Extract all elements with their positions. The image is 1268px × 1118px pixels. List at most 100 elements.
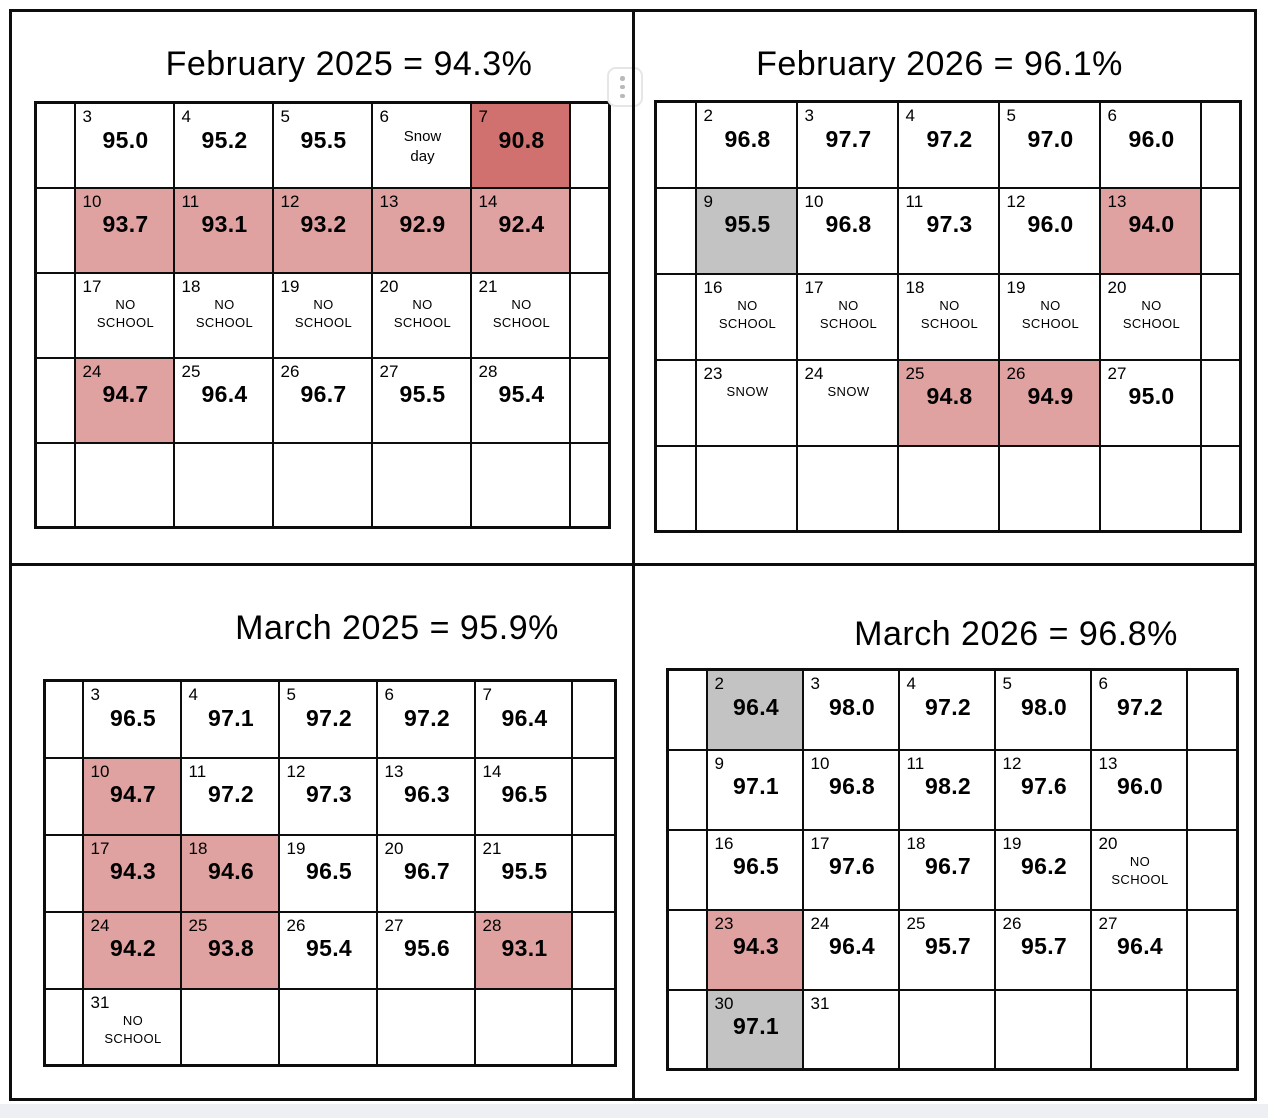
calendar-week-row: 23 94.3 24 96.4 25 95.7 26 95.7 27 96.4 <box>666 908 1239 991</box>
day-number: 17 <box>804 277 824 297</box>
attendance-value: 96.8 <box>829 773 875 800</box>
calendar-cell: 28 95.4 <box>469 356 571 444</box>
attendance-value: 93.2 <box>300 211 347 238</box>
calendar-week-row: 3 95.0 4 95.2 5 95.5 6 Snow day 7 90.8 <box>34 101 611 189</box>
calendar-week-row: 17 NO SCHOOL 18 NO SCHOOL 19 NO SCHOOL 20 NO SCHOOL… <box>34 271 611 359</box>
attendance-value: 96.5 <box>501 781 548 808</box>
calendar-cell: 12 93.2 <box>271 186 373 274</box>
calendar-cell: 31 <box>801 988 900 1071</box>
calendar-week-row: 16 NO SCHOOL 17 NO SCHOOL 18 NO SCHOOL 19 NO SCHOOL… <box>654 272 1242 361</box>
calendar-cell: 2 96.4 <box>705 668 804 751</box>
day-number: 17 <box>90 838 110 858</box>
calendar-cell: 3 97.7 <box>795 100 899 189</box>
calendar-cell: 27 95.5 <box>370 356 472 444</box>
calendar-week-row <box>34 441 611 529</box>
day-number: 18 <box>905 277 925 297</box>
day-number: 26 <box>1006 363 1026 383</box>
calendar-week-row: 30 97.1 31 <box>666 988 1239 1071</box>
day-number: 25 <box>906 913 926 933</box>
day-number: 10 <box>804 191 824 211</box>
calendar-cell: 4 95.2 <box>172 101 274 189</box>
day-number: 3 <box>90 685 100 704</box>
attendance-value: 95.7 <box>1021 933 1067 960</box>
calendar-week-row: 31 NO SCHOOL <box>43 987 617 1067</box>
calendar-week-row: 9 97.1 10 96.8 11 98.2 12 97.6 13 96.0 <box>666 748 1239 831</box>
day-number: 18 <box>906 833 926 853</box>
attendance-value: 94.0 <box>1128 211 1175 238</box>
cell-note: NO SCHOOL <box>1021 298 1080 331</box>
day-number: 12 <box>1002 753 1022 773</box>
attendance-value: 97.2 <box>925 693 971 720</box>
attendance-value: 97.3 <box>306 781 352 808</box>
attendance-value: 97.3 <box>926 211 973 238</box>
day-number: 26 <box>286 915 306 935</box>
calendar-cell <box>568 186 611 274</box>
calendar-cell <box>1199 186 1242 275</box>
drag-handle-dots-icon <box>620 76 625 98</box>
day-number: 7 <box>482 685 492 704</box>
cell-note: NO SCHOOL <box>1111 854 1169 887</box>
calendar-cell <box>1089 988 1188 1071</box>
calendar-cell <box>654 186 697 275</box>
calendar-cell: 5 98.0 <box>993 668 1092 751</box>
attendance-value: 96.4 <box>201 381 248 408</box>
day-number: 11 <box>906 753 925 773</box>
day-number: 16 <box>703 277 723 297</box>
attendance-value: 96.4 <box>733 693 779 720</box>
cell-note: NO SCHOOL <box>104 1013 162 1046</box>
day-number: 7 <box>478 107 488 126</box>
calendar-table-feb-2025: 3 95.0 4 95.2 5 95.5 6 Snow day 7 90.8 10 93.7 11 93.1… <box>34 101 611 529</box>
calendar-cell: 4 97.2 <box>896 100 1000 189</box>
calendar-cell: 24 94.7 <box>73 356 175 444</box>
day-number: 27 <box>1107 363 1127 383</box>
calendar-cell: 9 95.5 <box>694 186 798 275</box>
day-number: 18 <box>188 838 208 858</box>
calendar-cell: 10 96.8 <box>801 748 900 831</box>
attendance-value: 95.4 <box>498 381 545 408</box>
attendance-value: 96.7 <box>925 853 971 880</box>
calendar-cell: 24 94.2 <box>81 910 182 990</box>
calendar-cell <box>1185 908 1239 991</box>
calendar-cell <box>568 271 611 359</box>
calendar-cell <box>34 271 76 359</box>
attendance-value: 95.7 <box>925 933 971 960</box>
day-number: 4 <box>905 106 915 125</box>
calendar-cell: 19 96.2 <box>993 828 1092 911</box>
calendar-cell <box>1185 668 1239 751</box>
calendar-cell <box>666 908 708 991</box>
calendar-cell: 13 92.9 <box>370 186 472 274</box>
attendance-value: 93.1 <box>201 211 248 238</box>
day-number: 27 <box>1098 913 1118 933</box>
day-number: 5 <box>286 685 296 704</box>
calendar-cell: 13 96.0 <box>1089 748 1188 831</box>
day-number: 3 <box>82 107 92 126</box>
attendance-value: 98.0 <box>829 693 875 720</box>
calendar-cell: 27 95.0 <box>1098 358 1202 447</box>
calendar-table-mar-2025: 3 96.5 4 97.1 5 97.2 6 97.2 7 96.4 10 94.7 11 97.2 12 9… <box>43 679 617 1067</box>
day-number: 6 <box>379 107 389 126</box>
attendance-value: 94.6 <box>208 858 254 885</box>
calendar-cell <box>271 441 373 529</box>
calendar-cell <box>34 441 76 529</box>
day-number: 17 <box>810 833 830 853</box>
attendance-value: 97.2 <box>208 781 254 808</box>
calendar-cell <box>654 444 697 533</box>
attendance-value: 92.4 <box>498 211 545 238</box>
calendar-cell: 13 94.0 <box>1098 186 1202 275</box>
attendance-value: 98.2 <box>925 773 971 800</box>
calendar-cell: 26 94.9 <box>997 358 1101 447</box>
attendance-value: 98.0 <box>1021 693 1067 720</box>
day-number: 5 <box>1006 106 1016 125</box>
cell-note: NO SCHOOL <box>1122 298 1181 331</box>
day-number: 17 <box>82 276 102 296</box>
calendar-cell <box>1185 828 1239 911</box>
calendar-week-row: 24 94.2 25 93.8 26 95.4 27 95.6 28 93.1 <box>43 910 617 990</box>
attendance-value: 94.3 <box>733 933 779 960</box>
calendar-cell: 27 96.4 <box>1089 908 1188 991</box>
calendar-cell: 6 97.2 <box>375 679 476 759</box>
drag-handle[interactable] <box>607 67 643 107</box>
calendar-cell <box>1199 272 1242 361</box>
attendance-value: 97.6 <box>1021 773 1067 800</box>
cell-note: SNOW <box>726 384 769 400</box>
